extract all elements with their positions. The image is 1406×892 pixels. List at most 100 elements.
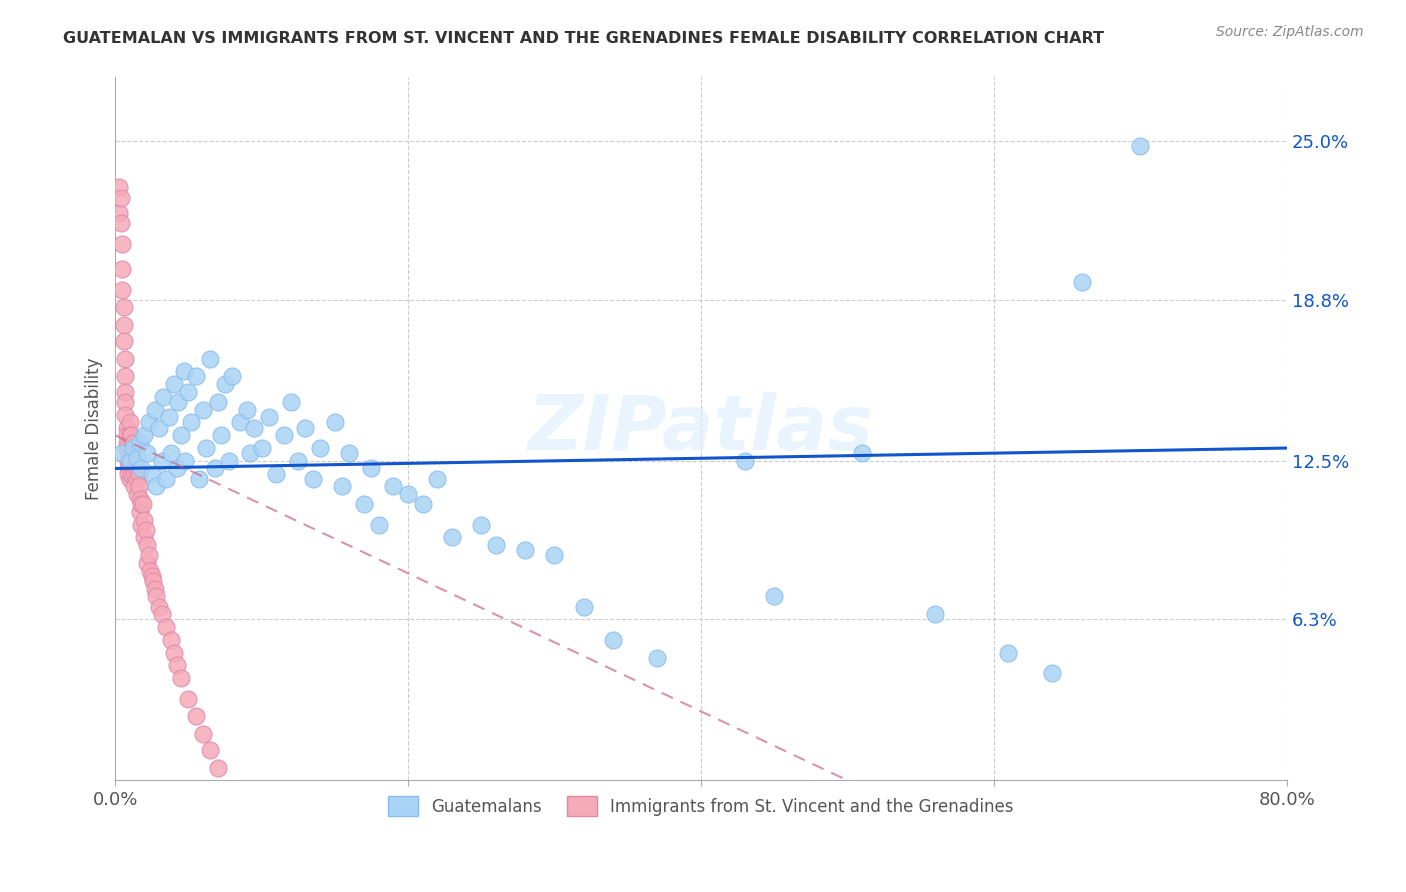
Point bbox=[129, 492, 152, 507]
Point bbox=[118, 446, 141, 460]
Point bbox=[134, 513, 156, 527]
Point bbox=[131, 497, 153, 511]
Point bbox=[167, 395, 190, 409]
Point bbox=[115, 420, 138, 434]
Point bbox=[121, 446, 143, 460]
Point bbox=[1040, 665, 1063, 680]
Point bbox=[138, 416, 160, 430]
Point bbox=[221, 369, 243, 384]
Point bbox=[134, 428, 156, 442]
Point bbox=[236, 402, 259, 417]
Point bbox=[145, 479, 167, 493]
Point bbox=[273, 428, 295, 442]
Point bbox=[184, 709, 207, 723]
Point bbox=[121, 461, 143, 475]
Point bbox=[117, 467, 139, 481]
Point bbox=[112, 318, 135, 333]
Point bbox=[360, 461, 382, 475]
Point bbox=[396, 487, 419, 501]
Point bbox=[155, 620, 177, 634]
Point bbox=[228, 416, 250, 430]
Point bbox=[121, 436, 143, 450]
Point bbox=[120, 454, 142, 468]
Point bbox=[353, 497, 375, 511]
Point bbox=[111, 262, 134, 277]
Point bbox=[115, 441, 138, 455]
Point bbox=[132, 497, 155, 511]
Point bbox=[122, 467, 145, 481]
Point bbox=[330, 479, 353, 493]
Point bbox=[118, 454, 141, 468]
Point bbox=[143, 402, 166, 417]
Point bbox=[114, 395, 136, 409]
Point bbox=[173, 364, 195, 378]
Point bbox=[150, 607, 173, 622]
Point bbox=[114, 369, 136, 384]
Point bbox=[136, 556, 159, 570]
Point bbox=[159, 446, 181, 460]
Point bbox=[170, 428, 193, 442]
Point bbox=[851, 446, 873, 460]
Legend: Guatemalans, Immigrants from St. Vincent and the Grenadines: Guatemalans, Immigrants from St. Vincent… bbox=[380, 788, 1022, 825]
Point bbox=[110, 216, 132, 230]
Point bbox=[115, 428, 138, 442]
Point bbox=[125, 451, 148, 466]
Point bbox=[177, 691, 200, 706]
Point bbox=[131, 517, 153, 532]
Point bbox=[166, 658, 188, 673]
Point bbox=[134, 531, 156, 545]
Point bbox=[1129, 139, 1152, 153]
Point bbox=[339, 446, 361, 460]
Point bbox=[191, 402, 214, 417]
Point bbox=[166, 461, 188, 475]
Point bbox=[209, 428, 232, 442]
Point bbox=[264, 467, 287, 481]
Point bbox=[200, 742, 222, 756]
Point bbox=[112, 334, 135, 348]
Point bbox=[323, 416, 346, 430]
Point bbox=[108, 180, 131, 194]
Text: GUATEMALAN VS IMMIGRANTS FROM ST. VINCENT AND THE GRENADINES FEMALE DISABILITY C: GUATEMALAN VS IMMIGRANTS FROM ST. VINCEN… bbox=[63, 31, 1104, 46]
Point bbox=[111, 283, 134, 297]
Point bbox=[180, 416, 202, 430]
Point bbox=[218, 454, 240, 468]
Point bbox=[145, 589, 167, 603]
Point bbox=[924, 607, 946, 622]
Point bbox=[129, 505, 152, 519]
Point bbox=[301, 472, 323, 486]
Point bbox=[187, 472, 209, 486]
Point bbox=[122, 454, 145, 468]
Y-axis label: Female Disability: Female Disability bbox=[86, 358, 103, 500]
Point bbox=[170, 671, 193, 685]
Point bbox=[155, 472, 177, 486]
Point bbox=[114, 408, 136, 422]
Point bbox=[734, 454, 756, 468]
Point bbox=[138, 549, 160, 563]
Point bbox=[287, 454, 309, 468]
Point bbox=[122, 479, 145, 493]
Point bbox=[142, 574, 165, 588]
Point bbox=[120, 441, 142, 455]
Point bbox=[163, 377, 186, 392]
Point bbox=[382, 479, 405, 493]
Point bbox=[110, 190, 132, 204]
Point bbox=[118, 428, 141, 442]
Point bbox=[114, 384, 136, 399]
Point bbox=[121, 441, 143, 455]
Point bbox=[141, 569, 163, 583]
Point bbox=[515, 543, 537, 558]
Point bbox=[152, 390, 174, 404]
Point bbox=[207, 395, 229, 409]
Point bbox=[131, 461, 153, 475]
Point bbox=[602, 632, 624, 647]
Point bbox=[120, 428, 142, 442]
Point bbox=[117, 461, 139, 475]
Point bbox=[112, 301, 135, 315]
Point bbox=[135, 523, 157, 537]
Point bbox=[125, 472, 148, 486]
Point bbox=[124, 446, 146, 460]
Point bbox=[157, 410, 180, 425]
Point bbox=[120, 467, 142, 481]
Point bbox=[118, 416, 141, 430]
Point bbox=[136, 446, 159, 460]
